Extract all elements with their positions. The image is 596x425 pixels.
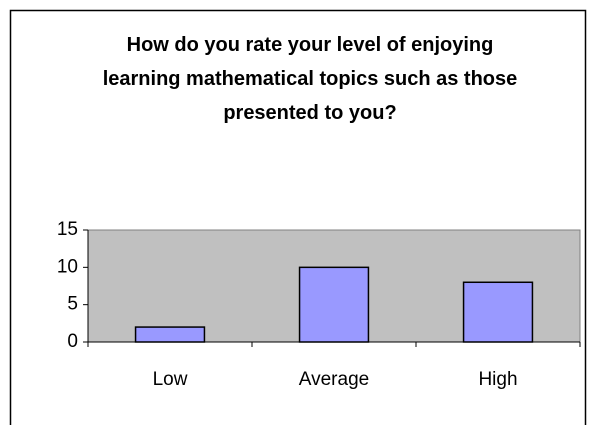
bar [134,326,206,343]
x-tick-label: High [478,369,517,390]
x-tick-label: Average [299,369,369,390]
y-tick-label: 15 [57,219,78,240]
bar [298,266,370,343]
y-tick-label: 0 [67,331,78,352]
x-tick-label: Low [153,369,188,390]
chart-title: How do you rate your level of enjoying l… [102,34,518,124]
chart-frame [9,9,587,425]
y-tick-label: 10 [57,256,78,277]
bar [462,281,534,343]
y-tick-label: 5 [67,294,78,315]
